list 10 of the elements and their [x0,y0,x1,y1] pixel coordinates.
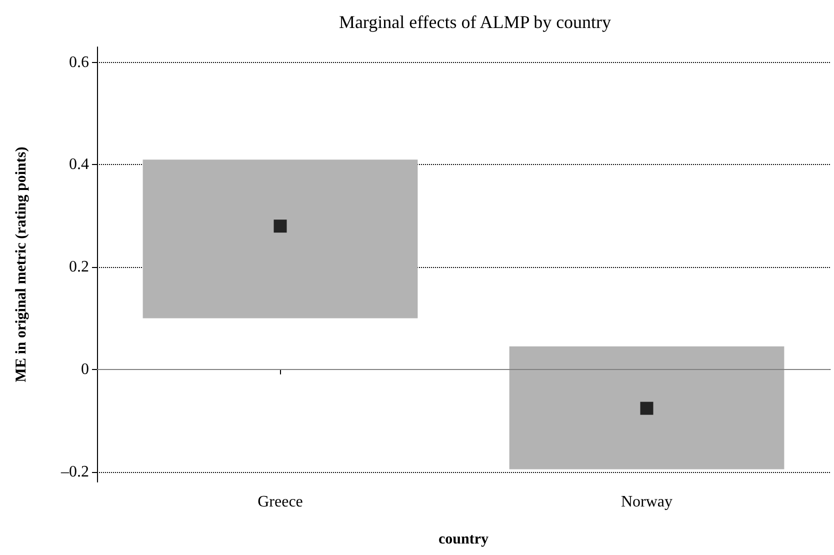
y-tick-label: 0.6 [69,54,89,71]
y-tick-label: 0.4 [69,156,89,174]
y-tick-label: 0 [81,360,89,378]
x-tick-label: Norway [620,494,673,510]
x-tick-label: Greece [258,494,303,510]
y-tick-label: 0.2 [69,258,89,276]
x-axis-title: country [438,532,489,548]
y-tick-label: –0.2 [60,463,89,480]
y-axis-title: ME in original metric (rating points) [14,146,30,382]
chart-title: Marginal effects of ALMP by country [338,12,612,32]
